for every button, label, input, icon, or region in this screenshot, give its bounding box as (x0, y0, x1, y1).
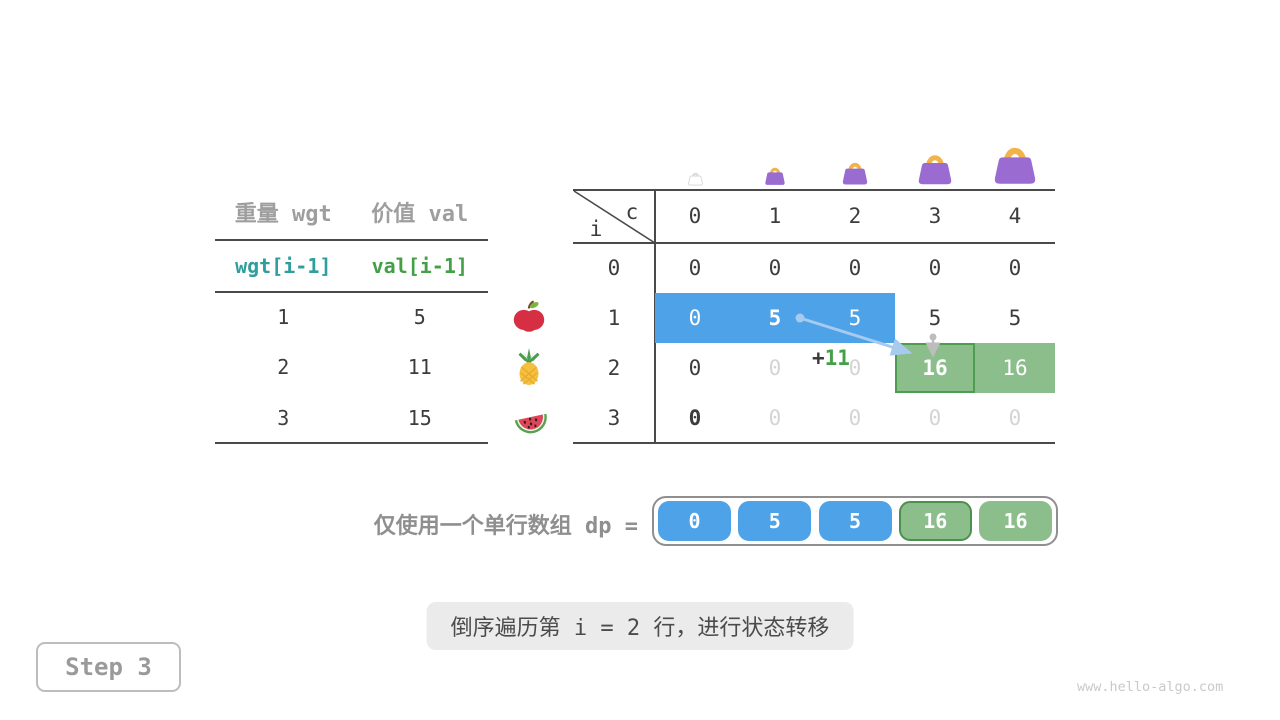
dp-cell: 16 (895, 343, 975, 393)
dp-col-header: 0 (688, 204, 702, 228)
dp-cell: 0 (928, 406, 942, 430)
dp-array-label: 仅使用一个单行数组 dp = (373, 514, 638, 539)
dp-cell: 0 (848, 256, 862, 280)
item-wgt-value: 1 (277, 305, 290, 329)
item-wgt-value: 3 (277, 405, 290, 430)
dp-cell: 0 (688, 356, 702, 380)
dp-cell: 0 (848, 406, 862, 430)
corner-row-var: i (589, 217, 603, 241)
dp-col-header: 1 (768, 204, 782, 228)
bag-icon (840, 158, 870, 186)
dp-array-cell: 16 (979, 501, 1052, 541)
dp-table-rule-top (573, 189, 1055, 191)
bag-icon (763, 164, 787, 186)
item-val-value: 15 (407, 405, 432, 430)
dp-col-header: 3 (928, 204, 942, 228)
dp-cell: 0 (688, 406, 702, 430)
dp-array-cell: 16 (898, 501, 972, 541)
added-value: 11 (824, 346, 850, 370)
dp-array-container: 0 5 5 16 16 (652, 496, 1058, 546)
dp-row-header: 3 (607, 406, 621, 430)
watermelon-icon (510, 398, 552, 440)
dp-cell: 0 (768, 406, 782, 430)
step-badge: Step 3 (36, 642, 181, 692)
items-table-rule-top (215, 239, 488, 241)
dp-row-header: 2 (607, 356, 621, 380)
items-table-rule-mid (215, 291, 488, 293)
dp-cell: 5 (928, 306, 942, 330)
dp-array-cell: 5 (818, 501, 892, 541)
dp-cell: 0 (655, 293, 735, 343)
dp-cell: 0 (1008, 256, 1022, 280)
item-val-value: 5 (413, 305, 426, 329)
caption: 倒序遍历第 i = 2 行，进行状态转移 (426, 602, 854, 650)
dp-cell: 5 (735, 293, 815, 343)
items-col-header: 价值 val (371, 202, 469, 227)
dp-cell: 5 (815, 293, 895, 343)
dp-cell: 0 (688, 256, 702, 280)
dp-array-cell: 5 (738, 501, 812, 541)
dp-array-cell: 0 (658, 501, 731, 541)
item-wgt-value: 2 (277, 355, 290, 380)
corner-col-var: c (625, 200, 639, 224)
dp-col-header: 4 (1008, 204, 1022, 228)
dp-cell: 5 (1008, 306, 1022, 330)
watermark: www.hello-algo.com (1077, 679, 1224, 695)
dp-cell: 0 (768, 356, 782, 380)
dp-table-rule-header (573, 242, 1055, 244)
dp-cell: 0 (848, 356, 862, 380)
dp-cell: 0 (768, 256, 782, 280)
empty-bag-icon (687, 170, 704, 186)
items-col-header: 重量 wgt (234, 202, 332, 227)
dp-row-header: 0 (607, 256, 621, 280)
items-sub-header: wgt[i-1] (235, 254, 332, 278)
dp-row-header: 1 (607, 306, 621, 330)
dp-cell: 0 (928, 256, 942, 280)
dp-col-header: 2 (848, 204, 862, 228)
dp-table-rule-bottom (573, 442, 1055, 444)
items-sub-header: val[i-1] (371, 254, 468, 278)
pineapple-icon (510, 348, 552, 390)
item-val-value: 11 (407, 355, 432, 380)
bag-icon (915, 149, 955, 186)
items-table-rule-bottom (215, 442, 488, 444)
dp-cell: 0 (1008, 406, 1022, 430)
bag-icon (990, 140, 1040, 186)
apple-icon (510, 298, 552, 340)
state-transfer-annotation: +11 (812, 346, 850, 370)
plus-sign: + (812, 346, 825, 370)
dp-cell: 16 (975, 343, 1055, 393)
